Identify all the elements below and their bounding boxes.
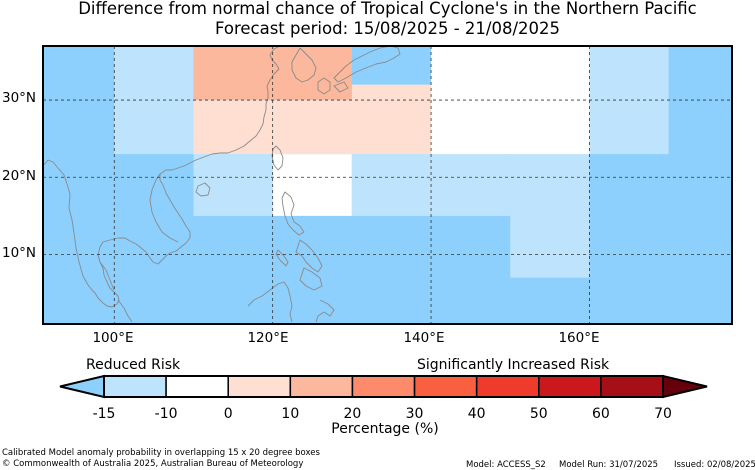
- footer-note: Calibrated Model anomaly probability in …: [2, 448, 320, 458]
- colorbar-tick-label: -10: [154, 406, 178, 422]
- map-title: Difference from normal chance of Tropica…: [78, 0, 697, 18]
- palawan-island: [275, 249, 289, 267]
- mindanao-island: [299, 267, 323, 291]
- shikoku-island: [333, 81, 349, 93]
- lat-label-30: 30°N: [2, 90, 37, 106]
- colorbar-left-arrow: [59, 374, 105, 399]
- map-frame: [42, 45, 733, 325]
- colorbar-segment: [538, 375, 602, 398]
- gridlines: [43, 46, 732, 324]
- sumatra-coast: [117, 299, 133, 323]
- anomaly-cell: [193, 100, 273, 155]
- lon-label-160: 160°E: [558, 330, 600, 346]
- sulawesi-coast: [315, 299, 335, 323]
- korea-coast: [291, 47, 317, 83]
- colorbar-tick-label: 30: [405, 406, 424, 422]
- colorbar-segment: [227, 375, 292, 398]
- taiwan-island: [271, 145, 284, 171]
- colorbar-tick-label: 40: [467, 406, 486, 422]
- colorbar-right-arrow: [662, 374, 708, 399]
- colorbar-segment: [600, 375, 664, 398]
- colorbar-tick-label: 0: [223, 406, 233, 422]
- lon-label-120: 120°E: [247, 330, 289, 346]
- colorbar-tick-label: 50: [529, 406, 548, 422]
- lon-label-100: 100°E: [92, 330, 134, 346]
- anomaly-cell: [272, 154, 352, 216]
- colorbar-outline: [103, 375, 664, 398]
- forecast-period-title: Forecast period: 15/08/2025 - 21/08/2025: [214, 19, 561, 38]
- footer-model-run: Model Run: 31/07/2025: [559, 460, 659, 470]
- colorbar-segment: [289, 375, 354, 398]
- colorbar-segment: [103, 375, 167, 398]
- colorbar-title: Percentage (%): [331, 421, 439, 437]
- colorbar-tick-label: 60: [591, 406, 610, 422]
- philippines-south: [295, 239, 323, 273]
- increased-risk-label: Significantly Increased Risk: [417, 357, 610, 373]
- colorbar-segment: [165, 375, 229, 398]
- colorbar-tick-label: 20: [343, 406, 362, 422]
- colorbar-segment: [413, 375, 478, 398]
- colorbar-tick-label: 70: [654, 406, 672, 422]
- colorbar-segment: [351, 375, 416, 398]
- anomaly-cell: [193, 46, 352, 101]
- reduced-risk-label: Reduced Risk: [86, 357, 181, 373]
- footer-issued: Issued: 02/08/2025: [674, 460, 755, 470]
- anomaly-cell: [510, 154, 590, 278]
- gulf-coast: [149, 173, 179, 243]
- mainland-coast: [43, 45, 281, 308]
- hainan-island: [195, 182, 211, 197]
- colorbar-segment: [475, 375, 540, 398]
- kyushu-island: [317, 77, 331, 95]
- borneo-coast: [247, 281, 293, 323]
- colorbar-tick-label: -15: [92, 406, 116, 422]
- coastline: [43, 45, 401, 323]
- malay-peninsula-coast: [97, 254, 115, 291]
- colorbar-tick-label: 10: [281, 406, 300, 422]
- lat-label-10: 10°N: [2, 245, 37, 261]
- honshu-island: [333, 45, 401, 83]
- lat-label-20: 20°N: [2, 168, 37, 184]
- luzon-island: [281, 191, 305, 236]
- footer-copyright: © Commonwealth of Australia 2025, Austra…: [2, 459, 304, 469]
- footer-model: Model: ACCESS_S2: [466, 460, 546, 470]
- lon-label-140: 140°E: [403, 330, 445, 346]
